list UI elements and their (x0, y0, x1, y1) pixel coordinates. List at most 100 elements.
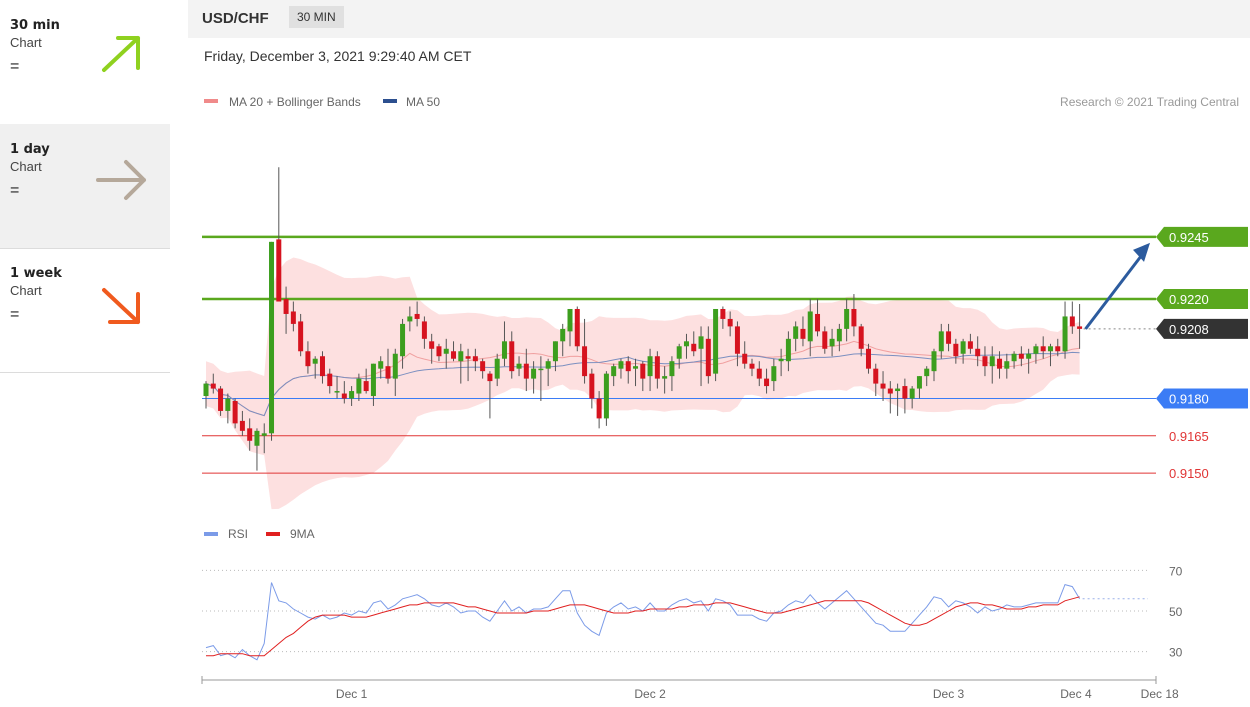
timeframe-period: 1 week (10, 266, 62, 281)
candle-body (305, 351, 311, 367)
candle-body (953, 343, 959, 357)
candle-body (625, 361, 631, 372)
candle-body (669, 361, 675, 377)
candle-body (887, 388, 893, 394)
candle-body (705, 338, 711, 377)
timeframe-signal: = (10, 306, 20, 323)
timeframe-1week[interactable]: 1 week Chart = (0, 248, 170, 373)
candle-body (436, 346, 442, 357)
timeframe-1day[interactable]: 1 day Chart = (0, 124, 170, 249)
candle-body (392, 353, 398, 379)
candle-body (858, 326, 864, 349)
candle-body (582, 346, 588, 377)
candle-body (749, 363, 755, 369)
candle-body (407, 316, 413, 322)
level-tag-0.9180 (1156, 388, 1248, 409)
candle-body (611, 366, 617, 377)
level-tag-0.9220 (1156, 289, 1248, 310)
candle-body (829, 338, 835, 347)
candle-body (720, 308, 726, 319)
arrow-up-right-icon (102, 36, 140, 72)
candle-body (764, 378, 770, 387)
candle-body (334, 391, 340, 393)
candle-body (341, 393, 347, 399)
timeframe-period: 30 min (10, 18, 60, 33)
rsi-tick-label-30: 30 (1169, 646, 1183, 660)
candle-body (327, 373, 333, 387)
candle-body (589, 373, 595, 399)
candle-body (618, 361, 624, 369)
timeframe-30min[interactable]: 30 min Chart = (0, 0, 170, 125)
currency-pair-title: USD/CHF (202, 10, 269, 27)
candle-body (523, 363, 529, 379)
rsi-ma-line (206, 596, 1080, 657)
rsi-legend-swatch (204, 532, 218, 536)
candle-body (465, 356, 471, 359)
candle-body (370, 363, 376, 397)
timeframe-sidebar: 30 min Chart = 1 day Chart = 1 week Char… (0, 0, 170, 373)
timeframe-signal: = (10, 58, 20, 75)
x-tick-label: Dec 3 (933, 687, 965, 701)
candle-body (472, 356, 478, 362)
chart-area: USD/CHF 30 MIN Friday, December 3, 2021 … (188, 0, 1250, 707)
candle-body (807, 311, 813, 342)
candle-body (742, 353, 748, 364)
candle-body (567, 308, 573, 332)
candle-body (400, 323, 406, 357)
rsi-ma-legend-swatch (266, 532, 280, 536)
candle-body (1040, 346, 1046, 352)
candle-body (815, 313, 821, 332)
copyright-label: Research © 2021 Trading Central (1060, 95, 1239, 109)
candle-body (1062, 316, 1068, 352)
timeframe-badge[interactable]: 30 MIN (289, 6, 344, 28)
candle-body (319, 356, 325, 377)
candle-body (261, 433, 267, 436)
x-tick-label: Dec 1 (336, 687, 368, 701)
candle-body (633, 366, 639, 369)
candle-body (414, 313, 420, 319)
candle-body (1033, 346, 1039, 354)
candle-body (1055, 346, 1061, 352)
candle-body (683, 341, 689, 347)
candle-body (902, 386, 908, 399)
candle-body (458, 351, 464, 362)
candle-body (880, 383, 886, 389)
chart-datetime: Friday, December 3, 2021 9:29:40 AM CET (204, 48, 472, 64)
candle-body (924, 368, 930, 377)
candle-body (538, 368, 544, 371)
candle-body (501, 341, 507, 359)
ma50-legend-label: MA 50 (406, 95, 440, 109)
candle-body (727, 318, 733, 327)
candle-body (734, 326, 740, 354)
candle-body (640, 363, 646, 379)
candle-body (254, 430, 260, 446)
candle-body (865, 348, 871, 369)
rsi-tick-label-50: 50 (1169, 605, 1183, 619)
ma20-legend-label: MA 20 + Bollinger Bands (229, 95, 361, 109)
x-tick-label: Dec 4 (1060, 687, 1092, 701)
candle-body (822, 331, 828, 349)
candle-body (844, 308, 850, 329)
candle-body (451, 351, 457, 359)
candle-body (756, 368, 762, 379)
candle-body (531, 368, 537, 379)
candle-body (778, 358, 784, 362)
candle-body (647, 356, 653, 377)
candle-body (931, 351, 937, 372)
candle-body (793, 326, 799, 339)
candle-body (1004, 361, 1010, 369)
candle-body (349, 391, 355, 399)
candle-body (873, 368, 879, 384)
level-tag-0.9208 (1156, 318, 1248, 339)
candle-body (516, 363, 522, 369)
candle-body (654, 356, 660, 379)
candle-body (967, 341, 973, 349)
candle-body (210, 383, 216, 389)
candle-body (1047, 346, 1053, 352)
candle-body (356, 378, 362, 394)
candle-body (800, 328, 806, 339)
candle-body (225, 398, 231, 411)
rsi-ma-legend-label: 9MA (290, 527, 315, 541)
candle-body (997, 358, 1003, 369)
candle-body (596, 398, 602, 419)
